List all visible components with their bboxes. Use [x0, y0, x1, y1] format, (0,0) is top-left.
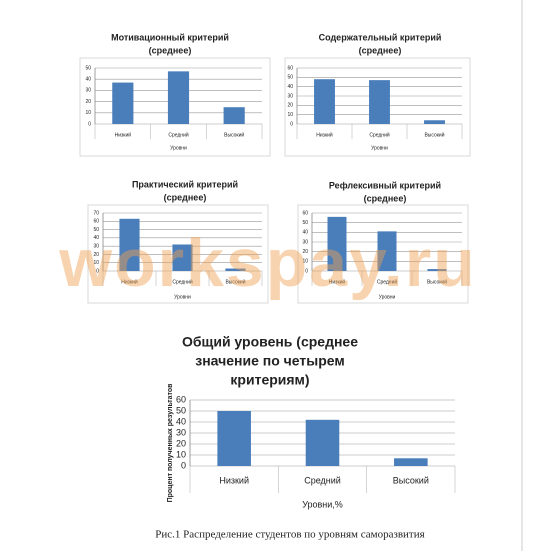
x-axis-label: Уровни [371, 145, 388, 151]
y-tick-label: 50 [93, 227, 99, 233]
x-tick-label: Низкий [219, 475, 249, 485]
bar [314, 79, 335, 124]
x-tick-label: Низкий [121, 278, 138, 285]
bar [377, 231, 397, 271]
y-tick-label: 50 [176, 405, 186, 415]
x-axis-label: Уровни [379, 294, 396, 300]
y-axis-label: Процент полученных результатов [167, 383, 174, 503]
y-tick-label: 60 [176, 394, 186, 404]
y-tick-label: 50 [85, 65, 91, 71]
x-tick-label: Средний [304, 475, 341, 485]
y-tick-label: 50 [302, 220, 308, 226]
y-tick-label: 0 [290, 121, 293, 127]
chart-frame [297, 204, 469, 304]
y-tick-label: 40 [302, 230, 308, 236]
y-tick-label: 0 [305, 268, 308, 274]
y-tick-label: 40 [85, 77, 91, 83]
x-axis-label: Уровни [170, 145, 187, 151]
chart-title: (среднее) [164, 192, 207, 202]
x-tick-label: Низкий [316, 131, 333, 138]
y-tick-label: 0 [88, 121, 91, 127]
chart-title: значение по четырем [195, 353, 344, 369]
y-tick-label: 10 [287, 112, 293, 118]
y-tick-label: 10 [176, 449, 186, 459]
chart-frame [79, 57, 271, 157]
x-tick-label: Высокий [424, 131, 444, 138]
y-tick-label: 0 [181, 460, 186, 470]
watermark: workspay.ru [58, 225, 477, 301]
x-tick-label: Средний [377, 278, 398, 285]
chart-title: Содержательный критерий [319, 32, 442, 42]
x-axis-label: Уровни [174, 294, 191, 300]
chart-title: (среднее) [359, 45, 402, 55]
x-tick-label: Высокий [225, 278, 245, 285]
y-tick-label: 20 [176, 438, 186, 448]
bar [327, 216, 347, 271]
bar [369, 80, 390, 124]
y-tick-label: 30 [93, 243, 99, 249]
chart-title: (среднее) [149, 45, 192, 55]
bar [167, 71, 190, 124]
bar [394, 458, 428, 466]
bar [305, 419, 340, 466]
y-tick-label: 40 [93, 235, 99, 241]
chart-frame [284, 57, 471, 157]
y-tick-label: 40 [176, 416, 186, 426]
x-tick-label: Высокий [427, 278, 447, 285]
chart-title: Практический критерий [132, 179, 238, 189]
x-tick-label: Низкий [329, 278, 346, 285]
caption: Рис.1 Распределение студентов по уровням… [155, 529, 424, 541]
y-tick-label: 10 [93, 260, 99, 266]
y-tick-label: 60 [302, 210, 308, 216]
y-tick-label: 20 [302, 249, 308, 255]
bar [119, 218, 140, 271]
chart-title: Мотивационный критерий [111, 32, 229, 42]
y-tick-label: 70 [93, 210, 99, 216]
y-tick-label: 30 [176, 427, 186, 437]
y-tick-label: 20 [287, 103, 293, 109]
bar [225, 268, 246, 271]
y-tick-label: 30 [287, 93, 293, 99]
chart-frame [87, 204, 269, 304]
y-tick-label: 10 [85, 110, 91, 116]
y-tick-label: 0 [96, 268, 99, 274]
bar [172, 244, 193, 271]
y-tick-label: 30 [302, 239, 308, 245]
x-tick-label: Средний [172, 278, 193, 285]
y-tick-label: 20 [85, 99, 91, 105]
chart-title: критериям) [230, 372, 309, 388]
y-tick-label: 40 [287, 84, 293, 90]
x-axis-label: Уровни,% [302, 499, 343, 509]
y-tick-label: 60 [287, 65, 293, 71]
chart-title: Общий уровень (среднее [182, 334, 358, 350]
y-tick-label: 60 [93, 219, 99, 225]
y-tick-label: 50 [287, 75, 293, 81]
bar [424, 120, 445, 124]
y-tick-label: 20 [93, 252, 99, 258]
x-tick-label: Высокий [393, 475, 429, 485]
bar [223, 107, 245, 124]
x-tick-label: Средний [369, 131, 390, 138]
x-tick-label: Средний [168, 131, 189, 138]
x-tick-label: Низкий [115, 131, 132, 138]
bar [217, 411, 251, 466]
x-tick-label: Высокий [224, 131, 244, 138]
bar [427, 269, 447, 271]
y-tick-label: 30 [85, 88, 91, 94]
chart-title: (среднее) [364, 193, 407, 203]
bar [112, 82, 134, 124]
y-tick-label: 10 [302, 259, 308, 265]
chart-title: Рефлексивный критерий [329, 180, 441, 190]
